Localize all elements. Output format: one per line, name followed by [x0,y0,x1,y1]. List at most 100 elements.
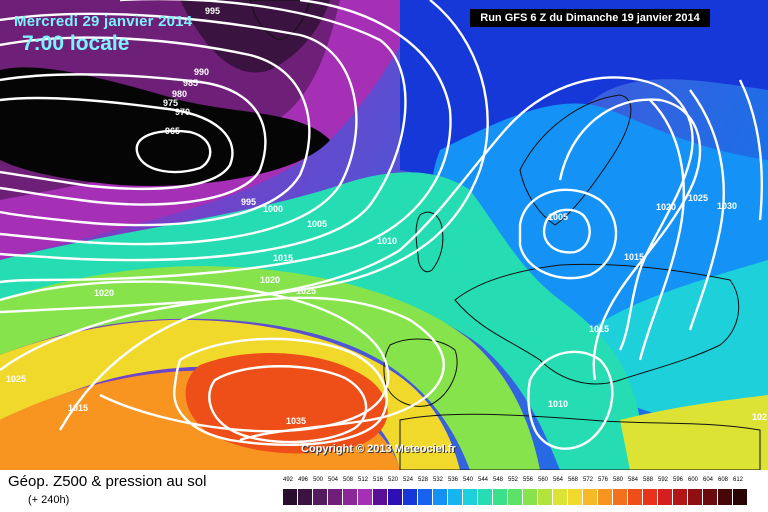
isobar-label: 1020 [260,275,280,285]
scale-swatch [448,489,462,505]
scale-tick-label: 600 [688,477,699,483]
scale-tick-label: 596 [673,477,684,483]
land-iberia [383,338,458,407]
scale-swatch [343,489,357,505]
isobar-label: 102 [752,412,767,422]
scale-tick-label: 564 [553,477,564,483]
scale-tick-label: 580 [613,477,624,483]
isobar-east-1020 [638,99,685,361]
scale-swatch [733,489,747,505]
land-scandinavia [519,94,632,226]
z500-band-teal [0,172,640,470]
scale-tick-label: 544 [478,477,489,483]
scale-tick-label: 536 [448,477,459,483]
scale-swatch [598,489,612,505]
scale-swatch [508,489,522,505]
forecast-time: 7:00 locale [22,32,130,55]
isobar-east-1030 [738,79,764,221]
isobar-label: 995 [205,6,220,16]
scale-swatch [643,489,657,505]
isobar-label: 990 [194,67,209,77]
z500-band-yellow-east [620,395,768,470]
isobar-label: 1015 [589,324,609,334]
scale-swatch [538,489,552,505]
scale-tick-label: 588 [643,477,654,483]
land-greenland-edge [249,0,311,41]
scale-tick-label: 532 [433,477,444,483]
scale-swatch [433,489,447,505]
scale-tick-label: 500 [313,477,324,483]
scale-swatch [553,489,567,505]
scale-swatch [418,489,432,505]
scale-tick-label: 512 [358,477,369,483]
scale-swatch [628,489,642,505]
isobar-label: 1020 [656,202,676,212]
isobar-scandi [558,98,702,381]
model-run-label: Run GFS 6 Z du Dimanche 19 janvier 2014 [470,9,710,27]
isobars [0,0,762,449]
scale-swatch [673,489,687,505]
scale-swatch [688,489,702,505]
isobar-label: 1010 [377,236,397,246]
weather-map: 995 990 985 980 975 970 965 995 1000 100… [0,0,768,470]
scale-tick-label: 572 [583,477,594,483]
scale-tick-label: 520 [388,477,399,483]
z500-high-core [185,353,388,454]
isobar-label: 975 [163,98,178,108]
scale-swatch [523,489,537,505]
land-continental-europe [454,263,740,385]
z500-band-darkpurple [180,0,330,73]
scale-swatch [403,489,417,505]
color-scale: 492 496 500 504 508 512 516 520 524 528 532 536 540 5… [283,477,753,507]
scale-tick-label: 552 [508,477,519,483]
scale-tick-label: 508 [343,477,354,483]
isobar-south-1010 [527,350,614,450]
scale-swatch [658,489,672,505]
isobar-980 [0,73,267,206]
isobar-1030 [173,337,388,447]
scale-swatch [463,489,477,505]
scale-tick-label: 540 [463,477,474,483]
legend-subtitle: (+ 240h) [28,494,70,506]
scale-tick-label: 528 [418,477,429,483]
isobar-low-1005 [542,208,591,254]
isobar-labels: 995 990 985 980 975 970 965 995 1000 100… [6,6,767,426]
scale-swatch [358,489,372,505]
scale-tick-label: 604 [703,477,714,483]
isobar-label: 1015 [68,403,88,413]
isobar-1010 [0,0,489,314]
isobar-east-1025 [688,89,725,331]
isobar-label: 995 [241,197,256,207]
scale-swatch [373,489,387,505]
isobar-990 [0,36,311,227]
land-north-africa [399,413,761,470]
scale-swatch [583,489,597,505]
scale-swatch [703,489,717,505]
scale-tick-label: 576 [598,477,609,483]
isobar-label: 1005 [548,212,568,222]
isobar-label: 1025 [688,193,708,203]
scale-tick-label: 584 [628,477,639,483]
scale-swatch [613,489,627,505]
scale-tick-label: 504 [328,477,339,483]
scale-tick-label: 608 [718,477,729,483]
isobar-1035 [208,365,368,444]
scale-tick-label: 612 [733,477,744,483]
scale-tick-label: 516 [373,477,384,483]
legend-area: Géop. Z500 & pression au sol (+ 240h) 49… [0,470,768,512]
scale-tick-label: 492 [283,477,294,483]
isobar-label: 985 [183,78,198,88]
scale-swatch [478,489,492,505]
isobar-label: 965 [165,126,180,136]
isobar-label: 1025 [296,286,316,296]
forecast-date: Mercredi 29 janvier 2014 [14,13,193,30]
isobar-low-1010 [518,188,618,280]
z500-band-yellow [0,319,460,470]
scale-tick-label: 592 [658,477,669,483]
isobar-970 [0,96,234,191]
scale-swatch [493,489,507,505]
isobar-label: 1005 [307,219,327,229]
scale-swatch [328,489,342,505]
scale-swatch [568,489,582,505]
